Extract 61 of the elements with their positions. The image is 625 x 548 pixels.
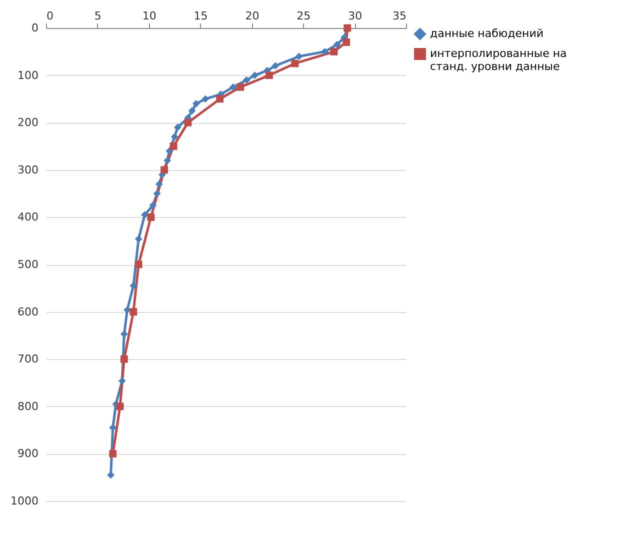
point xyxy=(130,308,138,316)
y-tick-label: 0 xyxy=(32,22,38,34)
point xyxy=(251,72,259,80)
y-tick-label: 200 xyxy=(18,116,38,130)
x-tick-label: 10 xyxy=(142,10,156,22)
point xyxy=(166,147,174,155)
point xyxy=(265,72,273,80)
legend-label: интерполированные на станд. уровни данные xyxy=(430,47,567,73)
point xyxy=(124,306,131,314)
y-tick-label: 900 xyxy=(18,447,38,460)
point xyxy=(333,40,341,48)
point xyxy=(170,142,178,150)
point xyxy=(184,118,192,126)
point xyxy=(342,38,350,46)
point xyxy=(116,402,124,410)
x-tick-label: 20 xyxy=(245,10,260,22)
y-tick-label: 700 xyxy=(18,352,38,366)
point xyxy=(272,62,280,70)
point xyxy=(147,213,155,221)
y-tick-label: 300 xyxy=(18,163,38,176)
x-tick-label: 35 xyxy=(392,10,406,22)
y-tick-label: 100 xyxy=(18,68,38,82)
point xyxy=(330,48,338,56)
point xyxy=(170,133,178,140)
x-tick-label: 0 xyxy=(46,10,54,22)
point xyxy=(321,48,328,56)
point xyxy=(134,235,142,243)
point xyxy=(160,166,168,174)
legend-label: данные набюдений xyxy=(430,27,544,40)
point xyxy=(192,100,200,108)
x-tick-label: 15 xyxy=(194,10,208,22)
point xyxy=(130,282,138,290)
y-tick-label: 800 xyxy=(18,400,38,413)
point xyxy=(164,156,172,164)
y-tick-label: 1000 xyxy=(10,494,38,508)
point xyxy=(141,211,148,219)
point xyxy=(120,355,128,363)
point xyxy=(120,330,128,338)
point xyxy=(155,180,163,188)
point xyxy=(236,83,244,91)
point xyxy=(202,95,210,103)
point xyxy=(229,83,237,91)
point xyxy=(109,450,117,458)
y-tick-label: 600 xyxy=(18,305,38,318)
point xyxy=(216,95,224,103)
point xyxy=(134,260,142,268)
x-tick-label: 30 xyxy=(348,10,362,22)
point xyxy=(107,471,115,479)
point xyxy=(109,424,117,432)
point xyxy=(291,60,299,68)
point xyxy=(149,202,157,210)
point xyxy=(118,377,126,385)
y-tick-label: 400 xyxy=(18,210,38,224)
x-tick-label: 5 xyxy=(94,10,102,22)
point xyxy=(174,124,182,132)
point xyxy=(295,52,303,60)
point xyxy=(188,107,196,114)
x-tick-label: 25 xyxy=(296,10,311,22)
point xyxy=(242,76,250,84)
point xyxy=(153,190,161,198)
y-tick-label: 500 xyxy=(18,258,38,271)
